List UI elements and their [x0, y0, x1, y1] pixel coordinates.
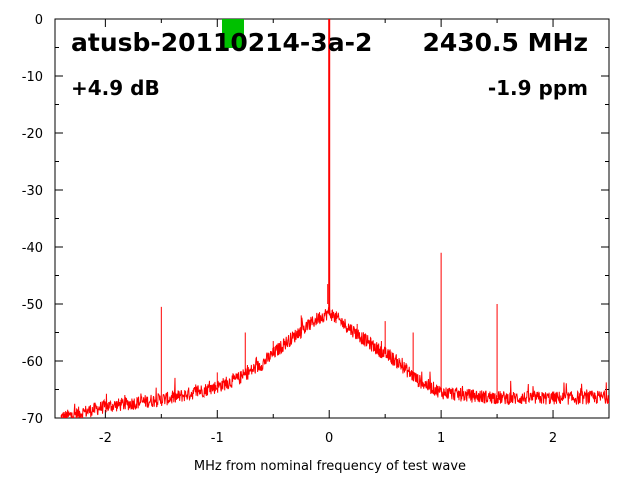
y-tick-label: -20	[22, 127, 43, 142]
x-tick-label: 2	[549, 431, 557, 446]
axis-tick-labels: 0-10-20-30-40-50-60-70-2 -1 0 1 2	[22, 13, 557, 446]
y-tick-label: -50	[22, 298, 43, 313]
gain-label: +4.9 dB	[71, 76, 160, 100]
y-tick-label: -10	[22, 70, 43, 85]
x-axis-label: MHz from nominal frequency of test wave	[194, 459, 466, 474]
y-tick-label: -30	[22, 184, 43, 199]
noise-floor-line	[60, 307, 609, 418]
y-tick-label: -40	[22, 241, 43, 256]
status-marker	[222, 19, 244, 48]
chart-title: atusb-20110214-3a-2	[71, 28, 372, 57]
ppm-label: -1.9 ppm	[488, 76, 588, 100]
y-tick-label: -60	[22, 355, 43, 370]
x-tick-label: -2	[99, 431, 112, 446]
x-tick-label: 0	[325, 431, 333, 446]
x-tick-label: -1	[211, 431, 224, 446]
y-tick-label: -70	[22, 412, 43, 427]
frequency-label: 2430.5 MHz	[422, 28, 588, 57]
x-tick-label: 1	[437, 431, 445, 446]
y-tick-label: 0	[35, 13, 43, 28]
axis-ticks	[55, 18, 610, 419]
spectrum-trace	[60, 19, 609, 418]
